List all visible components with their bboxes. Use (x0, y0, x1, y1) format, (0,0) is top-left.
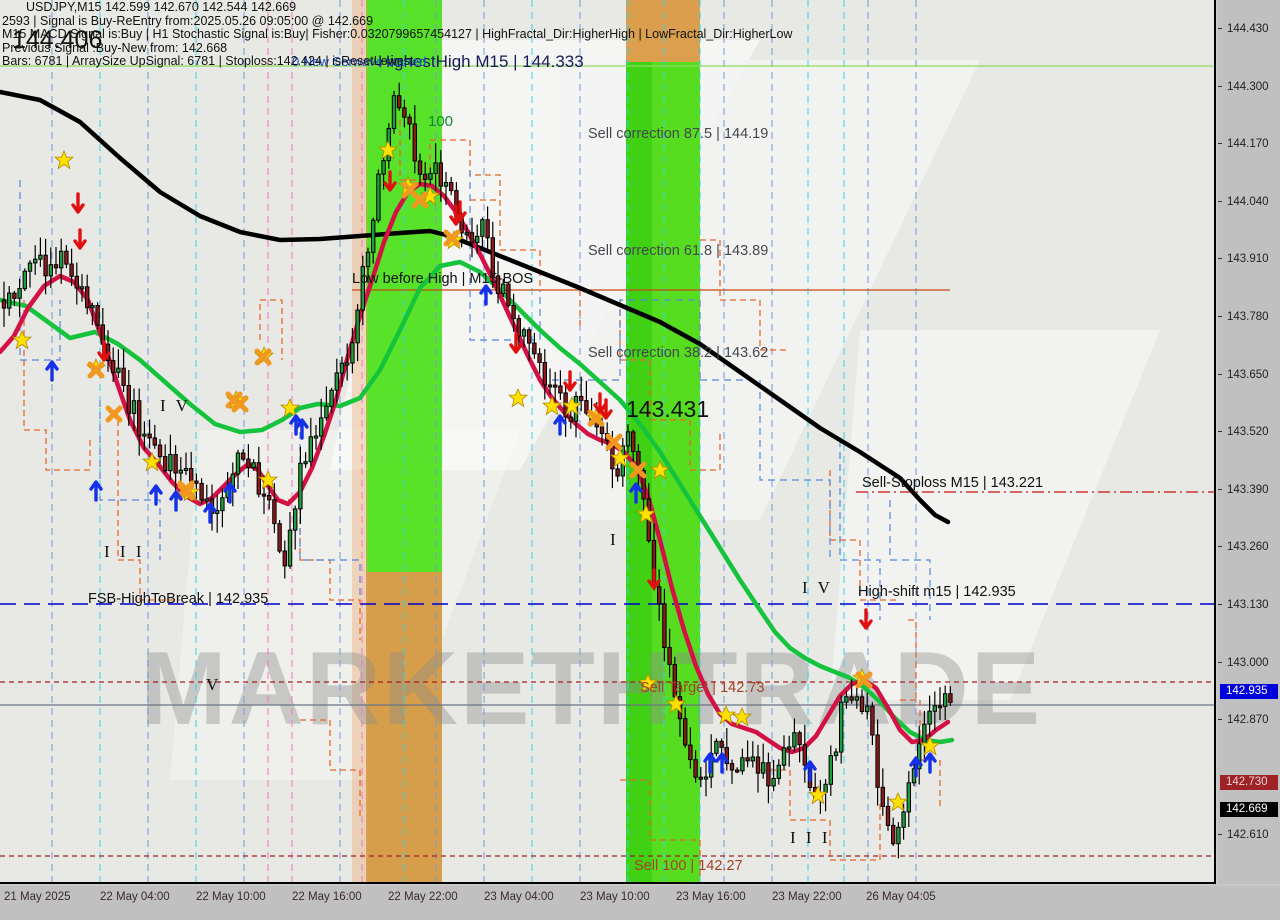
price-tick: 142.870 (1218, 713, 1280, 727)
chart-plot-area[interactable]: MARKETHTRADE (0, 0, 1216, 884)
broker-watermark: MARKETHTRADE (140, 631, 1043, 747)
time-tick: 22 May 04:00 (100, 891, 170, 903)
time-tick: 22 May 22:00 (388, 891, 458, 903)
time-tick: 23 May 04:00 (484, 891, 554, 903)
roman-marker-iv-left: I V (160, 396, 191, 415)
price-tick: 143.000 (1218, 656, 1280, 670)
price-tick: 143.130 (1218, 598, 1280, 612)
price-tick: 143.780 (1218, 310, 1280, 324)
price-tick: 143.390 (1218, 483, 1280, 497)
time-tick: 21 May 2025 (4, 891, 71, 903)
low-before-high-bos: Low before High | M15-BOS (352, 271, 534, 287)
header-line-3: Previous Signal :Buy-New from: 142.668 (2, 40, 228, 55)
price-tick: 143.520 (1218, 425, 1280, 439)
time-scale[interactable]: 21 May 2025 22 May 04:00 22 May 10:00 22 Ma… (0, 886, 1280, 920)
roman-marker-iv-right: I V (802, 578, 833, 597)
fsb-high-to-break: FSB-HighToBreak | 142.935 (88, 591, 269, 607)
sell-target: Sell Target | 142.73 (640, 680, 765, 696)
price-tick: 143.910 (1218, 252, 1280, 266)
highest-high-price-label: 144.406 (12, 26, 103, 54)
time-tick: 23 May 16:00 (676, 891, 746, 903)
price-tick: 143.650 (1218, 368, 1280, 382)
highest-high-level-label: HighestHigh M15 | 144.333 (378, 52, 584, 71)
chart-graphics (0, 0, 1214, 882)
price-tick: 144.300 (1218, 80, 1280, 94)
sell-stoploss: Sell-Stoploss M15 | 143.221 (862, 475, 1044, 491)
roman-marker-v-left: V (206, 675, 222, 694)
price-tick: 142.610 (1218, 828, 1280, 842)
header-line-4: Bars: 6781 | ArraySize UpSignal: 6781 | … (2, 54, 414, 69)
sell-correction-618: Sell correction 61.8 | 143.89 (588, 243, 769, 259)
roman-marker-iii-right: I I I (790, 828, 831, 847)
time-tick: 22 May 10:00 (196, 891, 266, 903)
new-buy-wave-label: 0 New Buy Wave started (806, 881, 949, 882)
symbol-ohlc-line: USDJPY,M15 142.599 142.670 142.544 142.6… (26, 0, 297, 14)
new-serwave-label: 0 New Serwave started (292, 54, 427, 69)
price-scale[interactable]: 144.430 144.300 144.170 144.040 143.910 143.7… (1218, 0, 1280, 899)
price-tick: 144.430 (1218, 22, 1280, 36)
price-tick: 144.170 (1218, 137, 1280, 151)
time-tick: 26 May 04:05 (866, 891, 936, 903)
mid-price-label: 143.431 (626, 396, 710, 422)
roman-marker-i-mid: I (610, 530, 619, 549)
sell-correction-382: Sell correction 38.2 | 143.62 (588, 345, 769, 361)
high-shift: High-shift m15 | 142.935 (858, 584, 1016, 600)
roman-marker-iii-left: I I I (104, 542, 145, 561)
chart-info-header: USDJPY,M15 142.599 142.670 142.544 142.6… (2, 0, 1002, 69)
price-tag-black: 142.669 (1220, 802, 1278, 818)
roman-marker-v-right: V (878, 880, 893, 882)
time-tick: 23 May 10:00 (580, 891, 650, 903)
price-tick: 143.260 (1218, 540, 1280, 554)
level-100-label: 100 (428, 113, 454, 130)
time-tick: 22 May 16:00 (292, 891, 362, 903)
sell-correction-875: Sell correction 87.5 | 144.19 (588, 126, 769, 142)
header-line-2: M15 MACD Signal is:Buy | H1 Stochastic S… (2, 27, 793, 42)
header-line-1: 2593 | Signal is Buy-ReEntry from:2025.0… (2, 13, 374, 28)
price-tag-red: 142.730 (1220, 775, 1278, 791)
price-tick: 144.040 (1218, 195, 1280, 209)
session-band-orange-3 (352, 0, 368, 882)
time-tick: 23 May 22:00 (772, 891, 842, 903)
sell-100: Sell 100 | 142.27 (634, 858, 743, 874)
price-tag-blue: 142.935 (1220, 684, 1278, 700)
